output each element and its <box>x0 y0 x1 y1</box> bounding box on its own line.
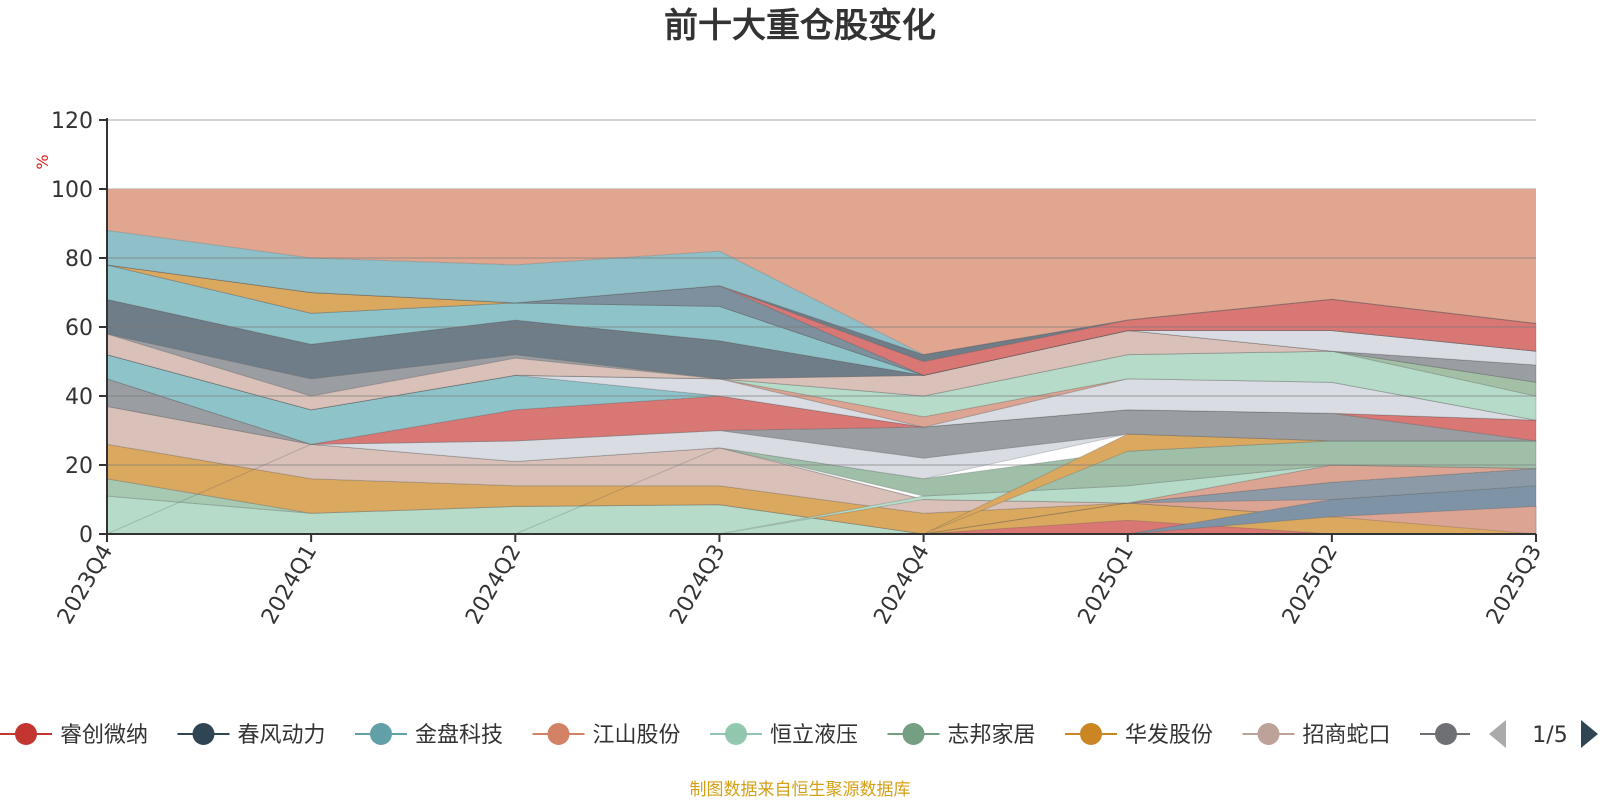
area-band-15 <box>106 378 1537 459</box>
y-axis-ticks: 0 20 40 60 80 100 120 <box>51 109 107 548</box>
y-axis-unit: % <box>33 154 52 169</box>
legend-item[interactable]: 华发股份 <box>1065 723 1213 748</box>
legend-item[interactable]: 志邦家居 <box>887 723 1036 748</box>
legend-page-indicator: 1/5 <box>1532 723 1567 748</box>
legend-label: 江山股份 <box>593 723 681 748</box>
legend-item[interactable]: 睿创微纳 <box>0 723 148 748</box>
legend-label: 华发股份 <box>1125 723 1213 748</box>
legend-marker-icon <box>1435 723 1457 745</box>
legend-item[interactable]: 春风动力 <box>177 723 326 748</box>
legend-item[interactable]: 三 <box>1420 723 1502 748</box>
chart-title: 前十大重仓股变化 <box>664 6 936 46</box>
legend-prev-icon[interactable] <box>1489 720 1506 748</box>
legend-item[interactable]: 江山股份 <box>532 723 681 748</box>
area-band-14 <box>106 429 1536 535</box>
gridlines <box>107 119 1536 190</box>
legend: 睿创微纳 春风动力 金盘科技 江山股份 恒立液压 志邦家居 华发股份 招商蛇口 三 <box>0 723 1502 748</box>
area-band-32 <box>106 229 1537 356</box>
x-tick-label: 2025Q2 <box>1278 541 1343 629</box>
legend-label: 睿创微纳 <box>60 723 148 748</box>
legend-label: 恒立液压 <box>770 723 858 748</box>
legend-marker-icon <box>1080 723 1102 745</box>
area-band-30 <box>106 264 1537 376</box>
area-series <box>106 229 1537 535</box>
y-tick-label: 60 <box>65 316 93 341</box>
y-tick-label: 20 <box>65 454 93 479</box>
background-area <box>107 189 1536 355</box>
legend-marker-icon <box>15 723 37 745</box>
x-tick-label: 2025Q1 <box>1074 541 1139 629</box>
x-tick-label: 2023Q4 <box>53 541 118 629</box>
area-band-remaining <box>107 189 1536 355</box>
legend-marker-icon <box>192 723 215 745</box>
y-tick-label: 80 <box>65 247 93 272</box>
legend-next-icon[interactable] <box>1581 720 1598 748</box>
legend-marker-icon <box>547 723 570 745</box>
legend-item[interactable]: 招商蛇口 <box>1242 723 1391 748</box>
x-tick-label: 2024Q1 <box>257 541 322 629</box>
x-axis-ticks: 2023Q4 2024Q1 2024Q2 2024Q3 2024Q4 2025Q1 2025… <box>53 534 1547 629</box>
y-tick-label: 40 <box>65 385 93 410</box>
legend-marker-icon <box>1257 723 1280 745</box>
legend-label: 金盘科技 <box>415 723 503 748</box>
legend-marker-icon <box>725 723 747 745</box>
data-source-note: 制图数据来自恒生聚源数据库 <box>690 780 911 800</box>
legend-label: 春风动力 <box>238 723 326 748</box>
legend-marker-icon <box>370 723 392 745</box>
legend-marker-icon <box>902 723 925 745</box>
y-tick-label: 120 <box>51 109 93 134</box>
legend-label: 志邦家居 <box>948 723 1036 748</box>
y-tick-label: 100 <box>51 178 93 203</box>
legend-item[interactable]: 恒立液压 <box>710 723 858 748</box>
x-tick-label: 2025Q3 <box>1482 541 1547 629</box>
legend-label: 招商蛇口 <box>1303 723 1391 748</box>
x-tick-label: 2024Q3 <box>665 541 730 629</box>
x-tick-label: 2024Q2 <box>461 541 526 629</box>
x-tick-label: 2024Q4 <box>869 541 934 629</box>
area-band-12 <box>107 440 1537 535</box>
gridlines-overlay <box>107 257 1536 466</box>
legend-pager: 1/5 <box>1489 720 1598 748</box>
legend-item[interactable]: 金盘科技 <box>355 723 503 748</box>
y-tick-label: 0 <box>79 523 93 548</box>
